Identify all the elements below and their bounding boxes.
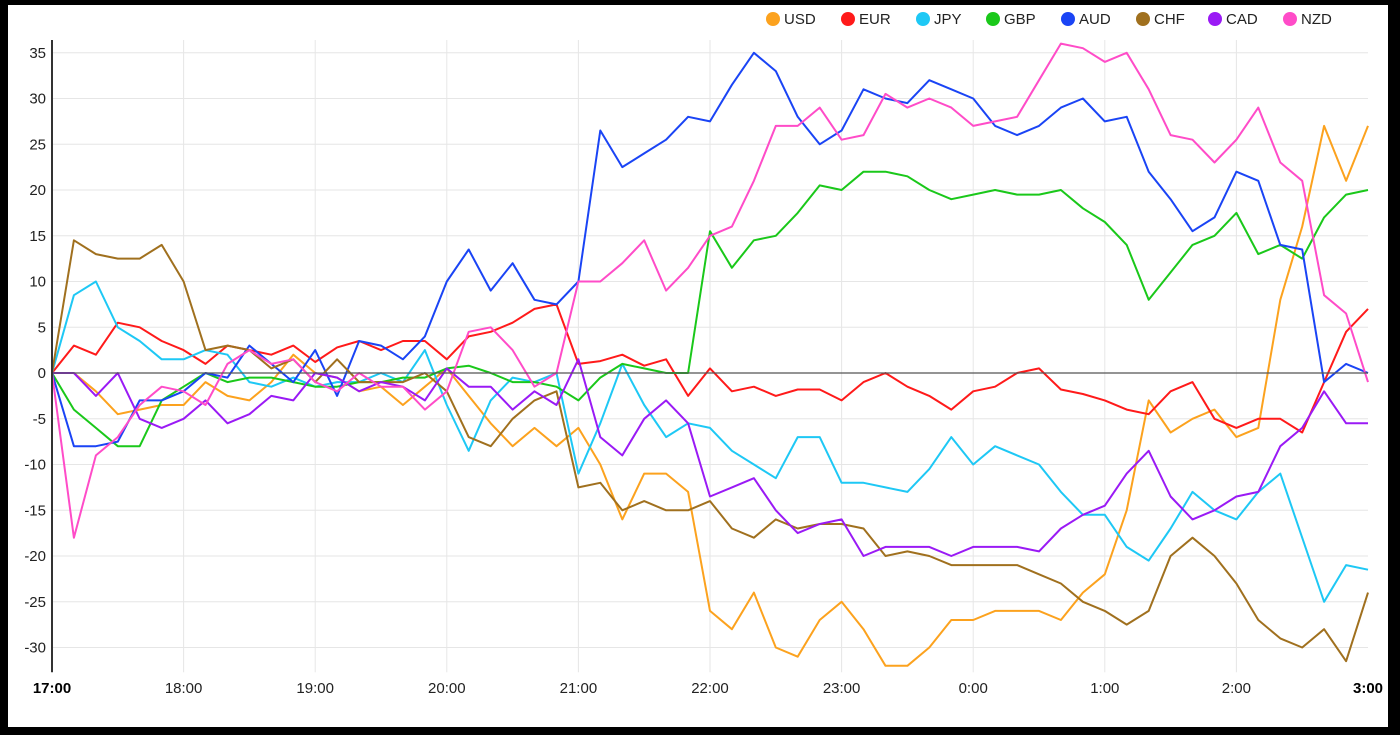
series-line-chf (51, 239, 1369, 663)
x-axis-ticks: 17:00 18:00 19:00 20:00 21:00 22:00 23:00 0:00 1… (33, 680, 1383, 697)
y-tick-label: 15 (29, 228, 46, 245)
legend-marker-icon (1283, 12, 1297, 26)
legend-label: CAD (1226, 11, 1258, 28)
legend-label: USD (784, 11, 816, 28)
legend-marker-icon (986, 12, 1000, 26)
series-line-cad (52, 358, 1368, 557)
x-tick-label: 1:00 (1090, 680, 1119, 697)
legend-marker-icon (1061, 12, 1075, 26)
legend-item-chf: CHF (1136, 11, 1185, 28)
legend-marker-icon (1208, 12, 1222, 26)
x-tick-label: 18:00 (165, 680, 203, 697)
series-line-jpy (51, 280, 1369, 603)
x-tick-label: 19:00 (296, 680, 334, 697)
series-line-gbp (51, 170, 1369, 448)
y-tick-label: 20 (29, 182, 46, 199)
x-tick-label: 0:00 (959, 680, 988, 697)
gridlines (52, 39, 1368, 673)
x-tick-label: 3:00 (1353, 680, 1383, 697)
y-tick-label: 10 (29, 274, 46, 291)
legend-item-gbp: GBP (986, 11, 1036, 28)
x-tick-label: 2:00 (1222, 680, 1251, 697)
legend-label: EUR (859, 11, 891, 28)
y-tick-label: -5 (33, 411, 46, 428)
legend-label: JPY (934, 11, 962, 28)
legend-label: GBP (1004, 11, 1036, 28)
series-line-nzd (51, 42, 1369, 539)
legend-label: NZD (1301, 11, 1332, 28)
y-tick-label: 5 (38, 319, 46, 336)
x-tick-label: 23:00 (823, 680, 861, 697)
y-tick-label: -15 (24, 502, 46, 519)
chart-frame (8, 5, 1388, 727)
legend-marker-icon (766, 12, 780, 26)
y-axis-ticks: 35 30 25 20 15 10 5 0 -5 -10 -15 -20 -25 -30 (24, 45, 46, 657)
series-line-eur (51, 303, 1369, 434)
y-tick-label: -25 (24, 594, 46, 611)
y-tick-label: 35 (29, 45, 46, 62)
legend-marker-icon (841, 12, 855, 26)
legend-item-nzd: NZD (1283, 11, 1332, 28)
legend-item-jpy: JPY (916, 11, 962, 28)
series-lines (51, 42, 1369, 667)
y-tick-label: -20 (24, 548, 46, 565)
legend-marker-icon (1136, 12, 1150, 26)
legend-marker-icon (916, 12, 930, 26)
legend-label: AUD (1079, 11, 1111, 28)
x-tick-label: 21:00 (560, 680, 598, 697)
legend-item-aud: AUD (1061, 11, 1111, 28)
x-tick-label: 22:00 (691, 680, 729, 697)
legend-label: CHF (1154, 11, 1185, 28)
y-tick-label: 25 (29, 136, 46, 153)
legend-item-usd: USD (766, 11, 816, 28)
series-line-usd (52, 124, 1369, 667)
x-tick-label: 17:00 (33, 680, 71, 697)
y-tick-label: -10 (24, 457, 46, 474)
legend-item-eur: EUR (841, 11, 891, 28)
axes (51, 39, 1368, 673)
legend: USD EUR JPY GBP AUD CHF CAD NZD (766, 11, 1332, 28)
x-tick-label: 20:00 (428, 680, 466, 697)
y-tick-label: -30 (24, 640, 46, 657)
y-tick-label: 30 (29, 91, 46, 108)
legend-item-cad: CAD (1208, 11, 1258, 28)
y-tick-label: 0 (38, 365, 46, 382)
